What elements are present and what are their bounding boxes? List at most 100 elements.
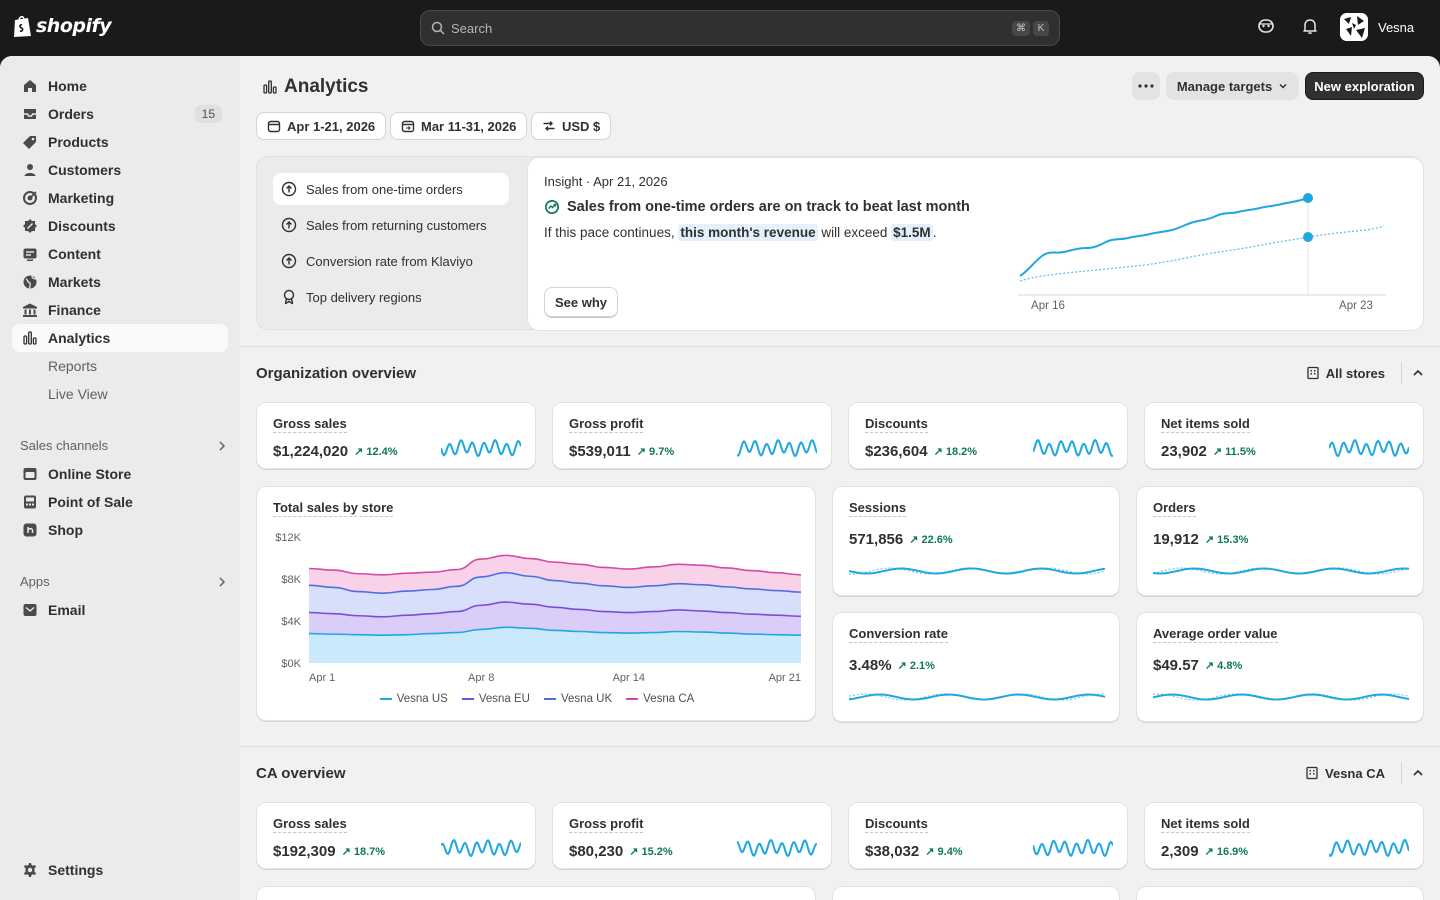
- metric-label: Discounts: [865, 416, 928, 433]
- trend-up-icon: ↗: [1204, 534, 1218, 546]
- all-stores-button[interactable]: All stores: [1306, 366, 1385, 381]
- sidebar-item-orders[interactable]: Orders 15: [12, 100, 228, 128]
- metric-card-sessions[interactable]: Sessions 571,856 ↗ 22.6%: [832, 486, 1120, 596]
- manage-targets-button[interactable]: Manage targets: [1166, 72, 1299, 100]
- shopify-logo[interactable]: shopify: [12, 14, 112, 38]
- store-filter-button[interactable]: Vesna CA: [1305, 766, 1385, 781]
- insight-chart-xend: Apr 23: [1339, 300, 1373, 312]
- sidebar-item-label: Settings: [48, 862, 104, 878]
- building-icon: [1306, 766, 1318, 780]
- sidebar-item-shop[interactable]: Shop: [12, 516, 228, 544]
- metric-change: ↗ 15.2%: [629, 846, 673, 858]
- search-input[interactable]: Search ⌘ K: [420, 10, 1060, 46]
- sidebar-item-settings[interactable]: Settings: [12, 856, 228, 884]
- metric-card-net-items-sold[interactable]: Net items sold 23,902 ↗ 11.5%: [1144, 402, 1424, 469]
- sidebar-item-online-store[interactable]: Online Store: [12, 460, 228, 488]
- trend-up-icon: ↗: [636, 446, 650, 458]
- sparkline: [1033, 838, 1113, 858]
- ca-metric-card-gross-sales[interactable]: Gross sales $192,309 ↗ 18.7%: [256, 802, 536, 869]
- sidebar-item-products[interactable]: Products: [12, 128, 228, 156]
- date-range-label: Apr 1-21, 2026: [287, 118, 376, 134]
- sidebar-subitem-live-view[interactable]: Live View: [48, 386, 108, 402]
- more-actions-button[interactable]: [1132, 72, 1160, 100]
- sidebar-item-email[interactable]: Email: [12, 596, 228, 624]
- globe-icon: [23, 275, 37, 289]
- insight-item-returning-customers[interactable]: Sales from returning customers: [273, 209, 509, 241]
- store-filter-label: Vesna CA: [1325, 765, 1385, 781]
- metric-card-orders[interactable]: Orders 19,912 ↗ 15.3%: [1136, 486, 1424, 596]
- metric-card-average-order-value[interactable]: Average order value $49.57 ↗ 4.8%: [1136, 612, 1424, 722]
- currency-picker[interactable]: USD $: [531, 112, 612, 140]
- metric-change: ↗ 4.8%: [1204, 660, 1243, 672]
- chart-title: Total sales by store: [273, 500, 394, 517]
- shopify-wordmark: shopify: [36, 15, 112, 37]
- sidebar-item-discounts[interactable]: Discounts: [12, 212, 228, 240]
- ca-metric-card-gross-profit[interactable]: Gross profit $80,230 ↗ 15.2%: [552, 802, 832, 869]
- building-icon: [1307, 366, 1319, 380]
- sparkline-path: [737, 438, 817, 458]
- metric-card-gross-sales[interactable]: Gross sales $1,224,020 ↗ 12.4%: [256, 402, 536, 469]
- date-range-picker[interactable]: Apr 1-21, 2026: [256, 112, 387, 140]
- metric-value: 3.48% ↗ 2.1%: [849, 657, 935, 674]
- discount-icon: [23, 219, 37, 233]
- section-divider: [240, 346, 1440, 347]
- sidebar-item-label: Markets: [48, 274, 101, 290]
- legend-item-vesna-uk[interactable]: Vesna UK: [544, 693, 612, 705]
- ca-chart-card[interactable]: [256, 886, 816, 900]
- legend-item-vesna-eu[interactable]: Vesna EU: [461, 693, 530, 705]
- metric-card-conversion-rate[interactable]: Conversion rate 3.48% ↗ 2.1%: [832, 612, 1120, 722]
- ca-side-card[interactable]: [1136, 886, 1424, 900]
- avatar: [1340, 13, 1368, 41]
- metric-label: Net items sold: [1161, 816, 1250, 833]
- user-menu[interactable]: Vesna: [1340, 13, 1414, 41]
- sidebar-item-customers[interactable]: Customers: [12, 156, 228, 184]
- metric-card-discounts[interactable]: Discounts $236,604 ↗ 18.2%: [848, 402, 1128, 469]
- shortcut-key-k: K: [1033, 20, 1049, 36]
- sidebar-item-home[interactable]: Home: [12, 72, 228, 100]
- metric-value: 571,856 ↗ 22.6%: [849, 531, 953, 548]
- sales-channels-label: Sales channels: [20, 438, 109, 453]
- sidebar-item-marketing[interactable]: Marketing: [12, 184, 228, 212]
- metric-change: ↗ 9.7%: [636, 446, 675, 458]
- page-title: Analytics: [262, 76, 368, 98]
- sparkline: [737, 438, 817, 458]
- insight-item-one-time-orders[interactable]: Sales from one-time orders: [273, 173, 509, 205]
- insight-body-highlight[interactable]: this month's revenue: [678, 224, 818, 241]
- ca-metric-card-net-items-sold[interactable]: Net items sold 2,309 ↗ 16.9%: [1144, 802, 1424, 869]
- apps-header[interactable]: Apps: [20, 574, 228, 589]
- x-tick-label: Apr 1: [309, 672, 335, 683]
- sparkline-path: [1033, 438, 1113, 458]
- insight-item-conversion-klaviyo[interactable]: Conversion rate from Klaviyo: [273, 245, 509, 277]
- app-frame: Home Orders 15 Products Customers Market…: [0, 56, 1440, 900]
- sparkline: [441, 438, 521, 458]
- sidebar-item-analytics[interactable]: Analytics: [12, 324, 228, 352]
- sidebar-item-content[interactable]: Content: [12, 240, 228, 268]
- y-tick-label: $0K: [281, 658, 301, 670]
- chevron-up-icon[interactable]: [1412, 367, 1424, 379]
- sidebar-subitem-reports[interactable]: Reports: [48, 358, 98, 374]
- search-shortcut: ⌘ K: [1012, 20, 1049, 36]
- see-why-button[interactable]: See why: [544, 287, 618, 317]
- sparkline-path: [849, 567, 1105, 575]
- total-sales-chart-card[interactable]: Total sales by store $0K $4K $8K $12K Apr 1 A…: [256, 486, 816, 721]
- legend-item-vesna-ca[interactable]: Vesna CA: [626, 693, 694, 705]
- compare-range-picker[interactable]: Mar 11-31, 2026: [390, 112, 528, 140]
- notifications-button[interactable]: [1300, 16, 1320, 36]
- sidebar-item-point-of-sale[interactable]: Point of Sale: [12, 488, 228, 516]
- ca-side-card[interactable]: [832, 886, 1120, 900]
- new-exploration-button[interactable]: New exploration: [1305, 72, 1424, 100]
- sidebar-item-finance[interactable]: Finance: [12, 296, 228, 324]
- insight-body-end: .: [932, 225, 937, 240]
- sidebar-item-markets[interactable]: Markets: [12, 268, 228, 296]
- top-bar: shopify Search ⌘ K Vesna: [0, 0, 1440, 56]
- insight-body-prefix: If this pace continues,: [544, 225, 675, 240]
- metric-card-gross-profit[interactable]: Gross profit $539,011 ↗ 9.7%: [552, 402, 832, 469]
- sidekick-button[interactable]: [1256, 16, 1276, 36]
- insight-item-delivery-regions[interactable]: Top delivery regions: [273, 281, 509, 313]
- sidebar-item-label: Finance: [48, 302, 101, 318]
- chevron-up-icon[interactable]: [1412, 767, 1424, 779]
- ca-metric-card-discounts[interactable]: Discounts $38,032 ↗ 9.4%: [848, 802, 1128, 869]
- sales-channels-header[interactable]: Sales channels: [20, 438, 228, 453]
- metric-value: $80,230 ↗ 15.2%: [569, 843, 673, 860]
- legend-item-vesna-us[interactable]: Vesna US: [379, 693, 448, 705]
